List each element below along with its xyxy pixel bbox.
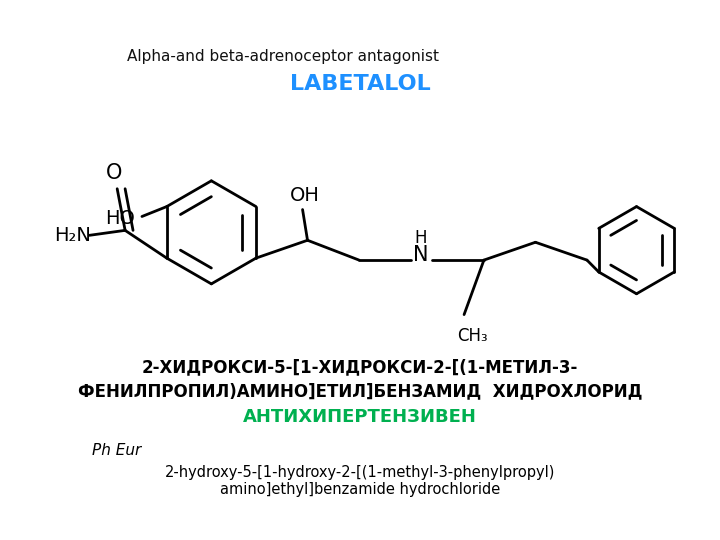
Text: 2-hydroxy-5-[1-hydroxy-2-[(1-methyl-3-phenylpropyl)
amino]ethyl]benzamide hydroc: 2-hydroxy-5-[1-hydroxy-2-[(1-methyl-3-ph… <box>165 465 555 497</box>
Text: Ph Eur: Ph Eur <box>92 443 142 458</box>
Text: H: H <box>414 230 427 247</box>
Text: HO: HO <box>105 209 135 228</box>
Text: Alpha-and beta-adrenoceptor antagonist: Alpha-and beta-adrenoceptor antagonist <box>127 50 439 64</box>
Text: 2-ХИДРОКСИ-5-[1-ХИДРОКСИ-2-[(1-МЕТИЛ-3-: 2-ХИДРОКСИ-5-[1-ХИДРОКСИ-2-[(1-МЕТИЛ-3- <box>142 358 578 376</box>
Text: H₂N: H₂N <box>54 226 91 245</box>
Text: OH: OH <box>289 186 320 205</box>
Text: АНТИХИПЕРТЕНЗИВЕН: АНТИХИПЕРТЕНЗИВЕН <box>243 408 477 426</box>
Text: CH₃: CH₃ <box>456 327 487 346</box>
Text: N: N <box>413 245 428 265</box>
Text: O: O <box>106 163 122 183</box>
Text: ФЕНИЛПРОПИЛ)АМИНО]ЕТИЛ]БЕНЗАМИД  ХИДРОХЛОРИД: ФЕНИЛПРОПИЛ)АМИНО]ЕТИЛ]БЕНЗАМИД ХИДРОХЛО… <box>78 382 642 400</box>
Text: LABETALOL: LABETALOL <box>289 73 431 94</box>
